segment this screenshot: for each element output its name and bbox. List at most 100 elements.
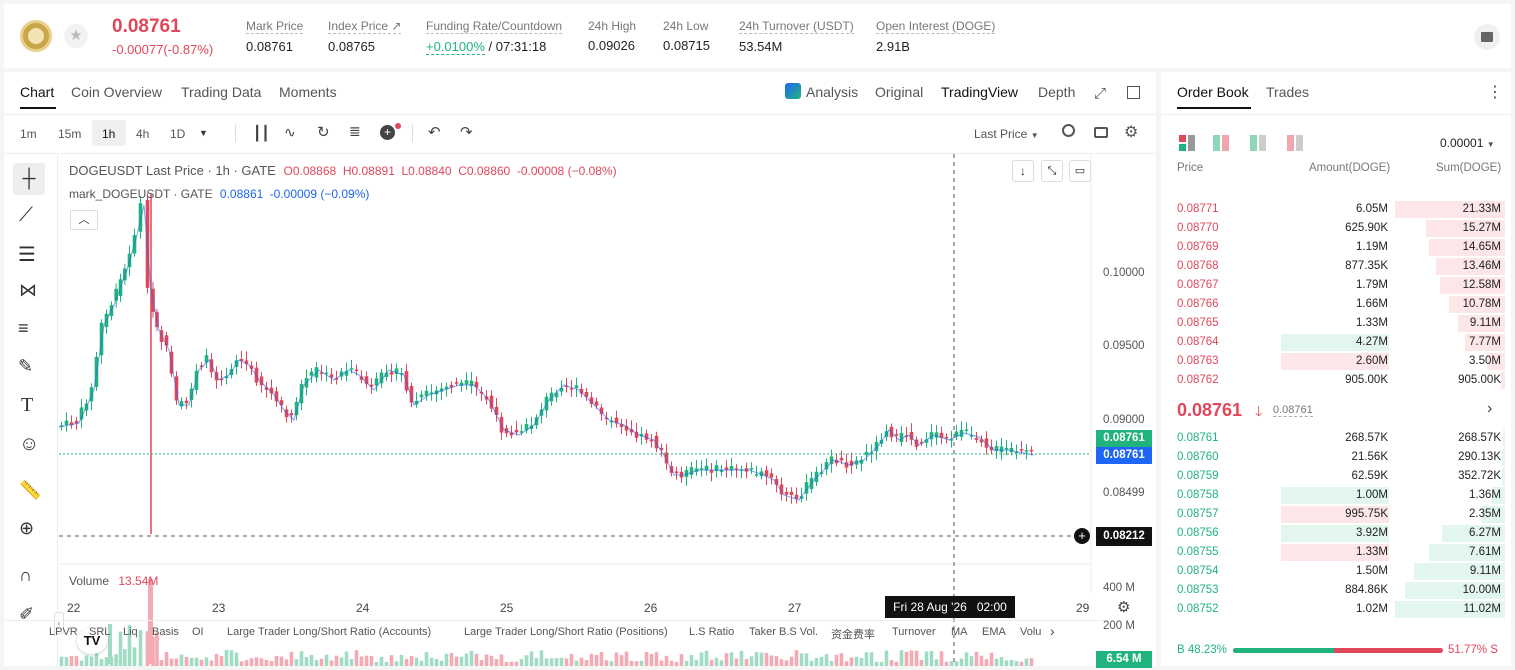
- ask-row[interactable]: 0.08763 2.60M 3.50M: [1161, 352, 1511, 371]
- chevron-right-icon[interactable]: ›: [1487, 400, 1493, 417]
- text-tool-icon[interactable]: T: [21, 394, 34, 416]
- indicator-volume[interactable]: Volu: [1020, 626, 1042, 638]
- timeframe-1h[interactable]: 1h: [102, 127, 116, 141]
- ask-row[interactable]: 0.08762 905.00K 905.00K: [1161, 371, 1511, 390]
- indicator-liq[interactable]: Liq: [123, 626, 138, 638]
- fibonacci-tool-icon[interactable]: ≡: [18, 318, 29, 338]
- more-options-icon[interactable]: ⋮: [1487, 84, 1503, 101]
- view-original[interactable]: Original: [875, 84, 924, 100]
- ask-row[interactable]: 0.08766 1.66M 10.78M: [1161, 295, 1511, 314]
- ask-row[interactable]: 0.08771 6.05M 21.33M: [1161, 200, 1511, 219]
- legend-collapse-button[interactable]: ︿: [70, 210, 98, 230]
- bid-row[interactable]: 0.08753 884.86K 10.00M: [1161, 581, 1511, 600]
- search-icon[interactable]: [1062, 124, 1075, 137]
- precision-select[interactable]: 0.00001 ▼: [1440, 136, 1495, 150]
- templates-icon[interactable]: ≣: [349, 123, 361, 139]
- indicator-oi[interactable]: OI: [192, 626, 204, 638]
- bid-row[interactable]: 0.08758 1.00M 1.36M: [1161, 486, 1511, 505]
- tab-trades[interactable]: Trades: [1266, 84, 1310, 100]
- favorite-star-icon[interactable]: ★: [64, 24, 88, 48]
- bid-row[interactable]: 0.08757 995.75K 2.35M: [1161, 505, 1511, 524]
- volume-bar: [954, 661, 959, 666]
- view-depth[interactable]: Depth: [1038, 84, 1076, 100]
- tab-trading-data[interactable]: Trading Data: [181, 84, 262, 100]
- bid-row[interactable]: 0.08759 62.59K 352.72K: [1161, 467, 1511, 486]
- ruler-tool-icon[interactable]: 📏: [19, 480, 42, 500]
- timeframe-4h[interactable]: 4h: [136, 127, 150, 141]
- timeframe-15m[interactable]: 15m: [58, 127, 82, 141]
- ask-row[interactable]: 0.08765 1.33M 9.11M: [1161, 314, 1511, 333]
- bid-row[interactable]: 0.08760 21.56K 290.13K: [1161, 448, 1511, 467]
- bid-row[interactable]: 0.08752 1.02M 11.02M: [1161, 600, 1511, 619]
- ask-row[interactable]: 0.08767 1.79M 12.58M: [1161, 276, 1511, 295]
- chart-settings-gear-icon[interactable]: ⚙: [1117, 599, 1131, 616]
- scroll-down-button[interactable]: ↓: [1012, 160, 1034, 182]
- indicator-srl[interactable]: SRL: [89, 626, 111, 638]
- replay-icon[interactable]: ↻: [317, 124, 330, 141]
- candle-body: [979, 439, 984, 443]
- window-icon[interactable]: [1127, 86, 1140, 99]
- ask-row[interactable]: 0.08764 4.27M 7.77M: [1161, 333, 1511, 352]
- timeframe-1d[interactable]: 1D: [170, 127, 186, 141]
- indicator-basis[interactable]: Basis: [152, 626, 179, 638]
- bid-row[interactable]: 0.08754 1.50M 9.11M: [1161, 562, 1511, 581]
- indicator-ema[interactable]: EMA: [982, 626, 1006, 638]
- zoom-in-tool-icon[interactable]: ⊕: [19, 518, 35, 538]
- pencil-lock-tool-icon[interactable]: ✐: [19, 604, 35, 624]
- bid-row[interactable]: 0.08756 3.92M 6.27M: [1161, 524, 1511, 543]
- toolbar-collapse-arrow-icon[interactable]: ‹: [54, 612, 64, 634]
- indicators-icon[interactable]: ∿: [284, 124, 296, 140]
- timeframe-dropdown-icon[interactable]: ▼: [199, 128, 208, 138]
- view-bids-icon[interactable]: [1250, 135, 1266, 151]
- indicator-next-icon[interactable]: ›: [1050, 623, 1055, 639]
- volume-bar: [949, 661, 954, 666]
- crosshair-tool-icon[interactable]: ┼: [13, 163, 45, 195]
- book-icon[interactable]: [1474, 24, 1500, 50]
- emoji-tool-icon[interactable]: ☺: [19, 433, 40, 455]
- indicator-turnover[interactable]: Turnover: [892, 626, 936, 638]
- stat-index-price[interactable]: Index Price ↗ 0.08765: [328, 19, 402, 54]
- trendline-tool-icon[interactable]: ⟋: [19, 204, 33, 226]
- candlestick-type-icon[interactable]: ┃┃: [253, 125, 270, 141]
- price-type-select[interactable]: Last Price ▼: [974, 127, 1039, 141]
- channel-tool-icon[interactable]: ☰: [18, 244, 36, 266]
- ask-row[interactable]: 0.08770 625.90K 15.27M: [1161, 219, 1511, 238]
- redo-icon[interactable]: ↷: [460, 124, 473, 141]
- timeframe-1m[interactable]: 1m: [20, 127, 37, 141]
- indicator-lpvr[interactable]: LPVR: [49, 626, 78, 638]
- expand-icon[interactable]: ⤢: [1094, 85, 1107, 102]
- tab-coin-overview[interactable]: Coin Overview: [71, 84, 163, 100]
- camera-icon[interactable]: [1094, 127, 1108, 138]
- view-split-icon[interactable]: [1213, 135, 1229, 151]
- collapse-button[interactable]: ⤡: [1041, 160, 1063, 182]
- indicator-taker-bs-vol[interactable]: Taker B.S Vol.: [749, 626, 819, 638]
- price-chart[interactable]: DOGEUSDT Last Price · 1h · GATE O0.08868…: [54, 154, 1156, 668]
- brush-tool-icon[interactable]: ✎: [18, 356, 34, 376]
- candle-body: [609, 420, 614, 423]
- add-alert-icon[interactable]: +: [380, 125, 395, 140]
- view-asks-icon[interactable]: [1287, 135, 1303, 151]
- indicator-funding-rate[interactable]: 资金费率: [831, 629, 875, 641]
- ask-row[interactable]: 0.08768 877.35K 13.46M: [1161, 257, 1511, 276]
- tab-order-book[interactable]: Order Book: [1177, 84, 1249, 100]
- magnet-tool-icon[interactable]: ∩: [19, 565, 32, 585]
- indicator-ls-ratio[interactable]: L.S Ratio: [689, 626, 735, 638]
- indicator-ma[interactable]: MA: [951, 626, 968, 638]
- tab-moments[interactable]: Moments: [279, 84, 337, 100]
- indicator-ltlsr-accounts[interactable]: Large Trader Long/Short Ratio (Accounts): [227, 626, 432, 638]
- volume-bar: [674, 661, 679, 666]
- view-tradingview[interactable]: TradingView: [941, 84, 1019, 100]
- gear-icon[interactable]: ⚙: [1124, 124, 1139, 141]
- indicator-ltlsr-positions[interactable]: Large Trader Long/Short Ratio (Positions…: [464, 626, 668, 638]
- view-analysis[interactable]: Analysis: [806, 84, 859, 100]
- view-both-icon[interactable]: [1179, 135, 1195, 151]
- tab-chart[interactable]: Chart: [20, 84, 55, 100]
- ask-row[interactable]: 0.08769 1.19M 14.65M: [1161, 238, 1511, 257]
- candlestick-chart[interactable]: [59, 154, 1156, 666]
- bid-row[interactable]: 0.08761 268.57K 268.57K: [1161, 429, 1511, 448]
- undo-icon[interactable]: ↶: [428, 124, 441, 141]
- fullscreen-button[interactable]: ▭: [1069, 160, 1091, 182]
- add-alert-plus-icon[interactable]: +: [1074, 528, 1090, 544]
- pattern-tool-icon[interactable]: ⋈: [19, 280, 37, 300]
- bid-row[interactable]: 0.08755 1.33M 7.61M: [1161, 543, 1511, 562]
